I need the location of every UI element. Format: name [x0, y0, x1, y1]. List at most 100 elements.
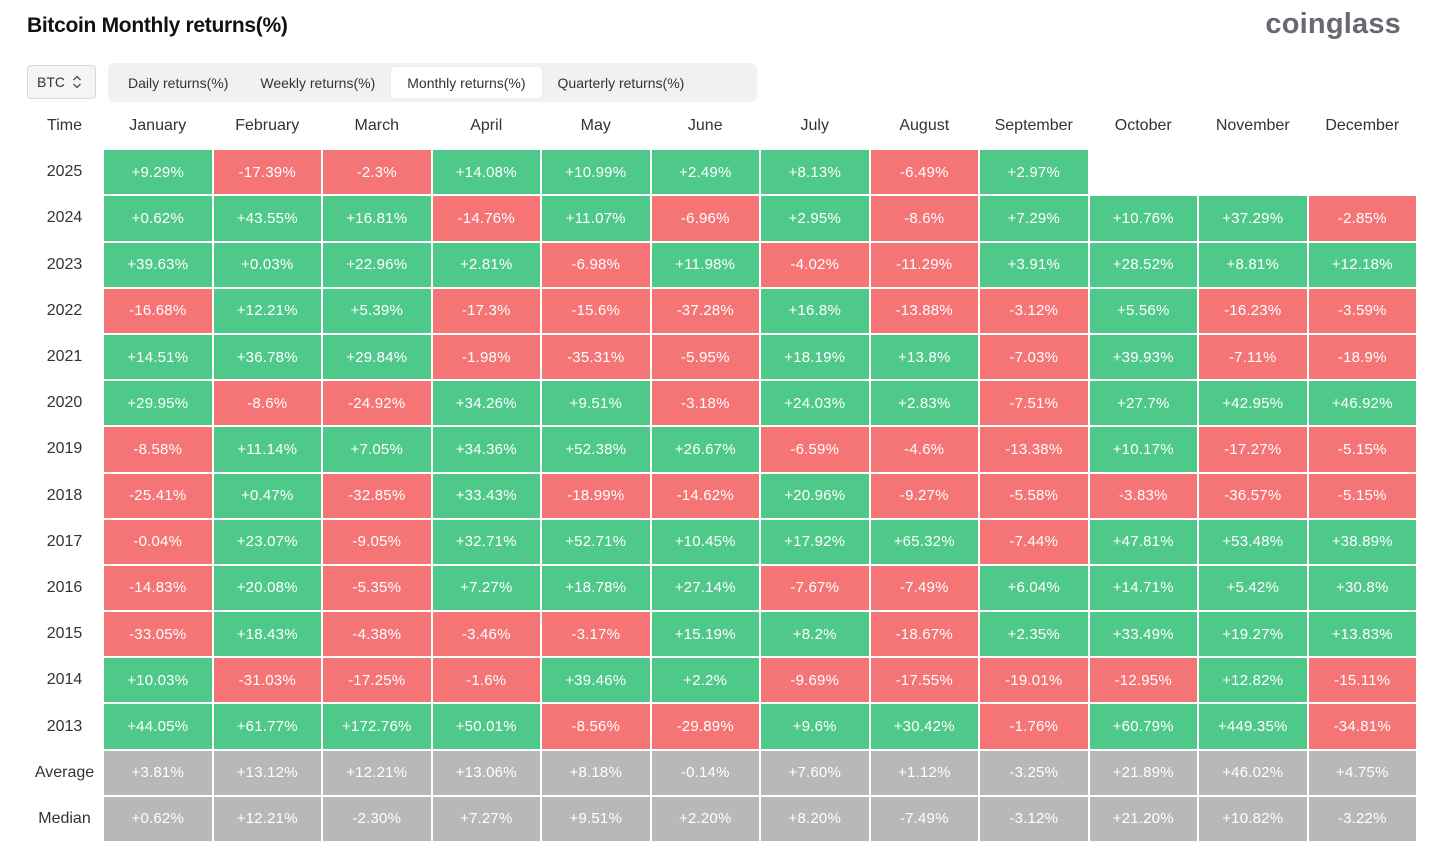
return-cell: +5.42% — [1199, 565, 1307, 611]
return-cell: +18.78% — [542, 565, 650, 611]
return-cell: +36.78% — [213, 334, 321, 380]
return-cell: +47.81% — [1089, 519, 1197, 564]
return-cell: +32.71% — [432, 519, 540, 564]
return-cell: +26.67% — [651, 427, 759, 472]
return-cell: -14.76% — [432, 196, 540, 241]
row-label-2021: 2021 — [46, 348, 83, 366]
stat-cell: +46.02% — [1199, 750, 1307, 795]
return-cell: +172.76% — [323, 704, 431, 749]
return-cell: -7.03% — [980, 334, 1088, 380]
column-header-december: December — [1325, 117, 1400, 135]
column-header-time: Time — [47, 117, 82, 135]
column-header-september: September — [994, 117, 1073, 135]
tab-daily-returns[interactable]: Daily returns(%) — [128, 74, 229, 91]
return-cell — [1309, 150, 1417, 194]
return-cell: -18.67% — [870, 612, 978, 657]
return-cell: +10.03% — [104, 658, 212, 703]
return-cell: +0.47% — [213, 473, 321, 518]
return-cell: +17.92% — [761, 519, 869, 564]
stat-cell: +8.20% — [761, 796, 869, 841]
return-cell: -5.35% — [323, 565, 431, 611]
return-cell: -7.67% — [761, 565, 869, 611]
return-cell: +13.83% — [1308, 612, 1416, 657]
return-cell: +6.04% — [980, 565, 1088, 611]
stat-cell: +1.12% — [870, 750, 978, 795]
return-cell: -33.05% — [104, 612, 212, 657]
return-cell: +30.8% — [1308, 565, 1416, 611]
return-cell: +39.46% — [542, 658, 650, 703]
stat-cell: +13.06% — [432, 750, 540, 795]
return-cell: +44.05% — [104, 704, 212, 749]
return-cell: +28.52% — [1089, 242, 1197, 287]
return-cell: +2.95% — [761, 196, 869, 241]
return-cell: +29.95% — [104, 381, 212, 426]
row-label-2020: 2020 — [46, 394, 83, 412]
return-cell: -7.51% — [980, 381, 1088, 426]
return-cell: -1.76% — [980, 704, 1088, 749]
return-cell: -4.38% — [323, 612, 431, 657]
return-cell: +8.81% — [1199, 242, 1307, 287]
return-cell: +16.8% — [761, 288, 869, 333]
return-cell: -4.02% — [761, 242, 869, 287]
coin-select[interactable]: BTC — [27, 65, 96, 99]
return-cell: +13.8% — [870, 334, 978, 380]
return-cell: +2.49% — [651, 150, 759, 195]
return-cell: +53.48% — [1199, 519, 1307, 564]
row-label-average: Average — [34, 763, 95, 781]
return-cell: -17.25% — [323, 658, 431, 703]
return-cell: -15.6% — [542, 288, 650, 333]
return-cell: -11.29% — [870, 242, 978, 287]
return-cell: -25.41% — [104, 473, 212, 518]
row-label-2019: 2019 — [46, 440, 83, 458]
return-cell: +14.71% — [1089, 565, 1197, 611]
column-header-august: August — [899, 117, 950, 135]
stat-cell: +2.20% — [651, 796, 759, 841]
brand-logo[interactable]: coinglass — [1265, 8, 1401, 40]
tab-monthly-returns[interactable]: Monthly returns(%) — [391, 67, 542, 98]
return-cell: +52.38% — [542, 427, 650, 472]
coin-select-value: BTC — [37, 74, 65, 90]
column-header-june: June — [687, 117, 723, 135]
stat-cell: +7.60% — [761, 750, 869, 795]
return-cell: -3.12% — [980, 288, 1088, 333]
return-cell: -37.28% — [651, 288, 759, 333]
return-cell: +37.29% — [1199, 196, 1307, 241]
row-label-2013: 2013 — [46, 717, 83, 735]
return-cell: +0.62% — [104, 196, 212, 241]
return-cell: -8.58% — [104, 427, 212, 472]
return-cell: +2.97% — [980, 150, 1088, 195]
return-cell: -18.9% — [1308, 334, 1416, 380]
return-cell: +60.79% — [1089, 704, 1197, 749]
return-cell: -6.96% — [651, 196, 759, 241]
stat-cell: +0.62% — [104, 796, 212, 841]
return-cell: +39.63% — [104, 242, 212, 287]
return-cell: -4.6% — [870, 427, 978, 472]
return-cell: -3.17% — [542, 612, 650, 657]
return-cell: +27.7% — [1089, 381, 1197, 426]
return-cell: +18.19% — [761, 334, 869, 380]
return-cell — [1090, 150, 1198, 194]
column-header-january: January — [129, 117, 187, 135]
row-label-2025: 2025 — [46, 163, 83, 181]
return-cell: -9.27% — [870, 473, 978, 518]
tab-weekly-returns[interactable]: Weekly returns(%) — [260, 74, 376, 91]
return-cell: -5.15% — [1308, 427, 1416, 472]
return-cell: +23.07% — [213, 519, 321, 564]
return-cell: +8.2% — [761, 612, 869, 657]
stat-cell: +21.89% — [1089, 750, 1197, 795]
return-cell: +46.92% — [1308, 381, 1416, 426]
return-cell: +11.98% — [651, 242, 759, 287]
return-cell: +10.99% — [542, 150, 650, 195]
row-label-median: Median — [38, 809, 91, 827]
return-cell: +2.2% — [651, 658, 759, 703]
chevron-updown-icon — [73, 75, 81, 89]
tab-quarterly-returns[interactable]: Quarterly returns(%) — [557, 74, 685, 91]
return-cell: -36.57% — [1199, 473, 1307, 518]
stat-cell: +8.18% — [542, 750, 650, 795]
return-cell: -6.59% — [761, 427, 869, 472]
return-cell: -7.44% — [980, 519, 1088, 564]
stat-cell: -0.14% — [651, 750, 759, 795]
stat-cell: +12.21% — [323, 750, 431, 795]
return-cell: -16.23% — [1199, 288, 1307, 333]
return-cell: +12.18% — [1308, 242, 1416, 287]
